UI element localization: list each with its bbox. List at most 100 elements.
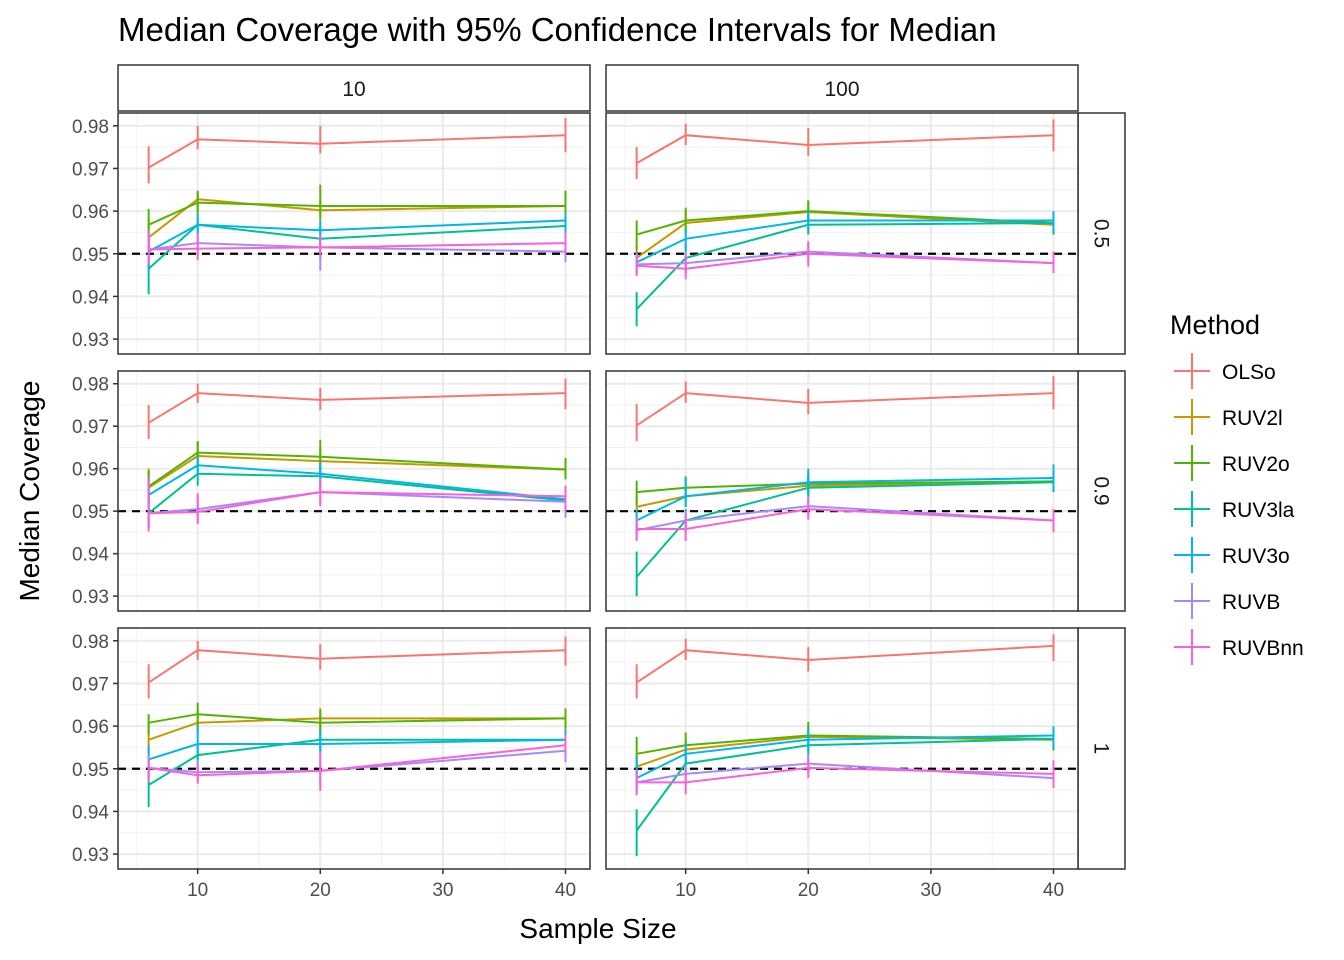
row-strip-box <box>1077 370 1126 612</box>
y-tick-label: 0.95 <box>72 502 109 523</box>
series-line <box>148 738 566 761</box>
legend-label: OLSo <box>1222 361 1276 384</box>
y-tick-label: 0.96 <box>72 202 109 223</box>
y-tick-label: 0.93 <box>72 845 109 866</box>
series-line <box>148 464 566 501</box>
y-tick-label: 0.97 <box>72 159 109 180</box>
legend-item-OLSo: OLSo <box>1174 353 1276 389</box>
x-tick-label: 20 <box>310 880 331 901</box>
row-strip-0.9: 0.9 <box>1077 370 1126 612</box>
series-RUV2o <box>147 702 567 736</box>
row-strip-box <box>1077 112 1126 355</box>
series-line <box>147 472 566 515</box>
panel-gridlines <box>118 628 590 869</box>
series-line <box>148 392 566 424</box>
x-axis: 10 20 30 40 10 20 30 40 <box>187 869 1064 901</box>
column-strip-10: 10 <box>117 64 591 112</box>
series-line <box>148 649 566 684</box>
y-tick-label: 0.93 <box>72 330 109 351</box>
y-tick-label: 0.94 <box>72 802 109 823</box>
column-strip-box <box>605 64 1079 112</box>
series-line <box>635 737 1054 832</box>
x-tick-label: 20 <box>798 880 819 901</box>
series-line <box>636 644 1054 684</box>
series-line <box>148 744 566 777</box>
legend-label: RUVBnn <box>1222 637 1304 660</box>
row-strip-0.5: 0.5 <box>1077 112 1126 355</box>
column-strip-100: 100 <box>605 64 1079 112</box>
series-OLSo <box>635 376 1055 442</box>
series-line <box>636 250 1054 266</box>
series-line <box>636 766 1054 784</box>
legend-item-RUV2o: RUV2o <box>1174 445 1290 481</box>
column-strip-box <box>117 64 591 112</box>
series-line <box>635 481 1054 578</box>
y-tick-label: 0.93 <box>72 587 109 608</box>
row-strip-label: 0.9 <box>1090 476 1113 505</box>
series-OLSo <box>147 378 567 439</box>
y-axis: 0.93 0.94 0.95 0.96 0.97 0.98 0.93 0.94 0.95 0.96… <box>72 117 118 866</box>
panel-background <box>606 371 1078 611</box>
x-axis-label: Sample Size <box>519 913 676 944</box>
series-line <box>148 242 566 251</box>
legend-item-RUVBnn: RUVBnn <box>1174 629 1304 665</box>
legend: Method OLSo RUV2l RUV2o RUV3la RUV3o RUVB RUVB… <box>1170 310 1304 665</box>
panel-border <box>117 112 591 355</box>
series-line <box>636 734 1054 779</box>
legend-label: RUV3o <box>1222 545 1290 568</box>
y-tick-label: 0.97 <box>72 417 109 438</box>
panel-border <box>605 112 1079 355</box>
y-tick-label: 0.98 <box>72 117 109 138</box>
legend-label: RUV3la <box>1222 499 1295 522</box>
series-line <box>636 252 1054 270</box>
series-OLSo <box>147 118 567 184</box>
panel-background <box>606 628 1078 869</box>
series-OLSo <box>635 119 1055 180</box>
panel-100-0.9 <box>605 370 1079 612</box>
legend-item-RUVB: RUVB <box>1174 583 1280 619</box>
column-strip-label: 100 <box>824 78 859 101</box>
series-line <box>636 219 1054 264</box>
series-line <box>148 717 566 741</box>
series-OLSo <box>147 636 567 699</box>
series-line <box>636 134 1054 165</box>
panel-10-1 <box>117 627 591 870</box>
chart-title: Median Coverage with 95% Confidence Inte… <box>118 11 997 48</box>
x-tick-label: 10 <box>187 880 208 901</box>
panel-border <box>605 370 1079 612</box>
series-line <box>636 505 1054 532</box>
x-tick-label: 40 <box>555 880 576 901</box>
y-tick-label: 0.98 <box>72 375 109 396</box>
legend-title: Method <box>1170 310 1260 340</box>
series-line <box>636 480 1054 494</box>
series-line <box>636 477 1054 522</box>
x-tick-label: 30 <box>432 880 453 901</box>
row-strip-label: 1 <box>1090 743 1113 755</box>
series-line <box>148 454 566 489</box>
legend-item-RUV3la: RUV3la <box>1174 491 1295 527</box>
panel-border <box>117 370 591 612</box>
panel-100-0.5 <box>605 112 1079 355</box>
series-line <box>636 210 1054 259</box>
series-line <box>636 392 1054 427</box>
y-tick-label: 0.94 <box>72 545 109 566</box>
row-strip-label: 0.5 <box>1090 219 1113 248</box>
y-axis-label: Median Coverage <box>14 380 45 601</box>
panel-background <box>606 113 1078 354</box>
y-tick-label: 0.96 <box>72 460 109 481</box>
series-RUV3o <box>635 464 1055 533</box>
panel-background <box>118 371 590 611</box>
series-line <box>148 242 566 253</box>
panel-border <box>117 627 591 870</box>
x-tick-label: 30 <box>920 880 941 901</box>
series-line <box>148 749 566 774</box>
series-line <box>148 201 566 226</box>
series-line <box>636 210 1054 236</box>
panel-background <box>118 628 590 869</box>
series-RUVBnn <box>635 499 1055 541</box>
series-line <box>635 222 1054 310</box>
row-strip-1: 1 <box>1077 627 1126 870</box>
series-line <box>636 508 1054 530</box>
series-RUV3o <box>635 211 1055 273</box>
